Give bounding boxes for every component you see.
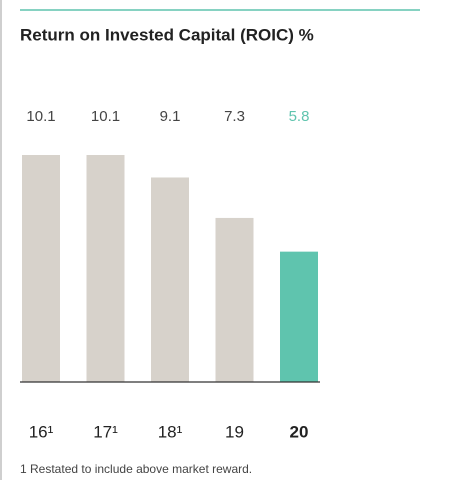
- x-tick-label: 18¹: [158, 422, 183, 441]
- bar: [86, 155, 125, 382]
- bar: [280, 251, 318, 382]
- x-tick-label: 17¹: [93, 422, 118, 441]
- value-label: 10.1: [91, 108, 120, 125]
- value-label: 5.8: [289, 108, 310, 125]
- x-tick-label: 16¹: [29, 422, 54, 441]
- value-label: 9.1: [160, 108, 181, 125]
- x-tick-label: 20: [290, 422, 309, 441]
- bar: [215, 217, 254, 382]
- footnote: 1 Restated to include above market rewar…: [20, 462, 252, 476]
- value-label: 7.3: [224, 108, 245, 125]
- x-tick-label: 19: [225, 422, 244, 441]
- value-label: 10.1: [26, 108, 55, 125]
- bar: [151, 177, 189, 382]
- bar: [22, 155, 60, 382]
- chart-title: Return on Invested Capital (ROIC) %: [20, 25, 314, 44]
